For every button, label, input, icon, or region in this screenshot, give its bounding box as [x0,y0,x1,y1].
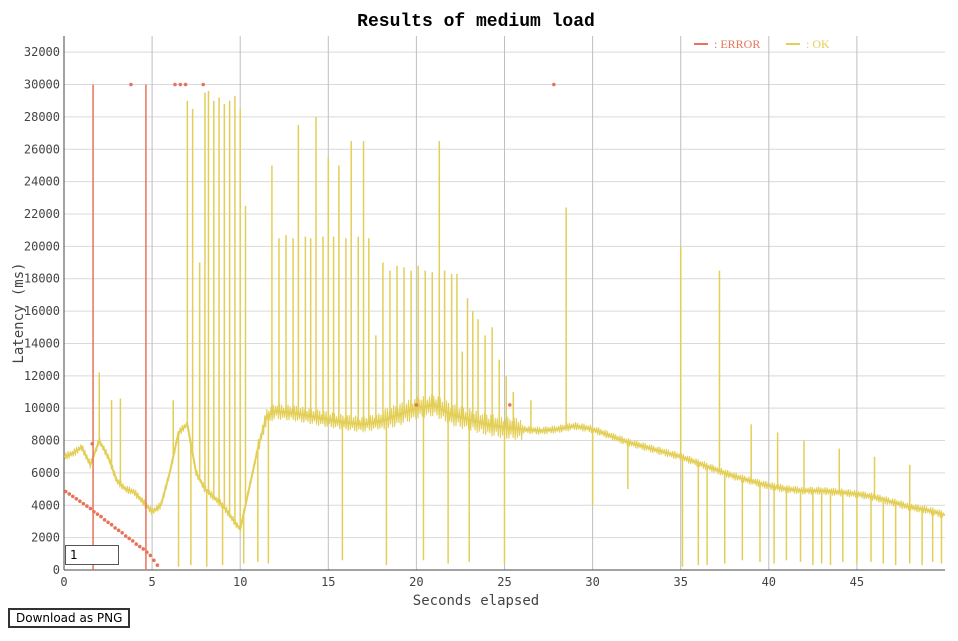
y-tick-label: 4000 [31,498,60,512]
error-point [134,542,139,546]
error-point [92,509,96,514]
error-point [78,499,82,504]
error-point [81,501,86,506]
error-point [74,497,79,501]
x-tick-label: 45 [850,575,864,589]
error-point [130,539,135,543]
error-point [148,553,153,558]
chart-title: Results of medium load [357,12,595,32]
error-point [507,403,512,407]
data-layer [63,82,946,570]
y-tick-label: 28000 [24,110,60,124]
error-point [88,506,93,511]
error-point [152,558,156,563]
error-point [67,492,72,496]
y-tick-label: 30000 [24,78,60,92]
y-tick-label: 18000 [24,272,60,286]
y-tick-label: 10000 [24,401,60,415]
y-tick-label: 20000 [24,239,60,253]
x-tick-label: 30 [585,575,599,589]
x-tick-label: 0 [60,575,67,589]
value-input[interactable] [65,545,119,565]
error-point [63,489,68,494]
x-axis-title: Seconds elapsed [413,593,539,609]
error-point [116,528,121,533]
x-tick-label: 5 [148,575,155,589]
error-point [85,504,89,508]
y-tick-label: 6000 [31,466,60,480]
x-tick-label: 10 [233,575,247,589]
error-point [127,536,131,541]
error-point [113,526,117,530]
x-tick-label: 40 [762,575,776,589]
y-tick-label: 22000 [24,207,60,221]
error-point [95,512,100,516]
y-tick-label: 26000 [24,142,60,156]
y-tick-label: 2000 [31,531,60,545]
legend-error-label: : ERROR [714,37,760,51]
x-tick-label: 35 [673,575,687,589]
error-point [141,547,146,551]
error-point [183,82,188,87]
error-point [102,518,107,522]
error-point [123,534,128,538]
y-tick-label: 14000 [24,336,60,350]
error-point [129,82,133,87]
error-point [90,441,94,446]
error-point [414,403,419,407]
y-tick-label: 16000 [24,304,60,318]
y-tick-label: 0 [53,563,60,577]
legend[interactable]: : ERROR : OK [694,37,830,51]
download-png-button[interactable]: Download as PNG [8,608,131,628]
error-point [178,82,183,87]
x-tick-label: 20 [409,575,423,589]
y-tick-label: 24000 [24,175,60,189]
error-point [137,544,142,549]
error-point [552,82,556,87]
error-point [106,520,110,525]
error-point [99,514,103,519]
error-point [71,494,75,499]
error-point [201,82,205,87]
y-tick-label: 12000 [24,369,60,383]
y-axis-title: Latency (ms) [11,262,27,363]
error-point [120,530,124,535]
y-tick-label: 8000 [31,434,60,448]
error-point [145,550,149,554]
error-point [109,522,114,527]
tick-labels: 0 2000 4000 6000 8000 10000 12000 14000 16000 180… [24,45,864,589]
error-point [173,82,177,87]
x-tick-label: 25 [497,575,511,589]
x-tick-label: 15 [321,575,335,589]
legend-ok-label: : OK [806,37,830,51]
y-tick-label: 32000 [24,45,60,59]
error-point [155,563,160,567]
